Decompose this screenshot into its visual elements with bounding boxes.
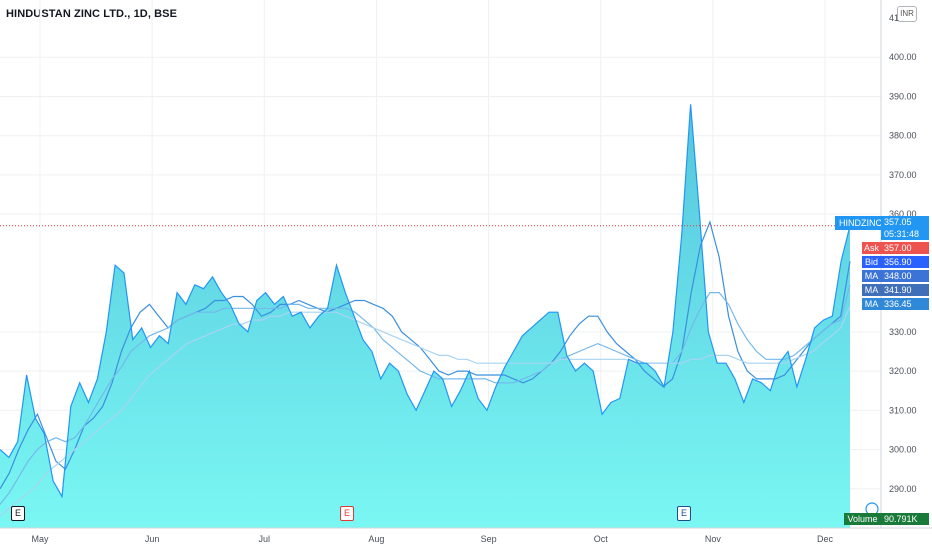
price-tick-label: 330.00 — [889, 327, 917, 337]
price-tick-label: 370.00 — [889, 170, 917, 180]
quote-value: 341.90 — [881, 284, 929, 296]
quote-value: 336.45 — [881, 298, 929, 310]
price-area — [0, 104, 850, 529]
price-tick-label: 380.00 — [889, 131, 917, 141]
time-tick-label: Jun — [145, 534, 160, 544]
earnings-marker-oct[interactable]: E — [677, 506, 691, 521]
price-tick-label: 310.00 — [889, 405, 917, 415]
ma-line-2 — [0, 285, 851, 505]
price-tick-label: 390.00 — [889, 91, 917, 101]
time-tick-label: Sep — [481, 534, 497, 544]
bar-countdown: 05:31:48 — [881, 228, 929, 240]
quote-tag-ma: MA — [862, 284, 881, 296]
chart-title: HINDUSTAN ZINC LTD., 1D, BSE — [6, 8, 178, 20]
last-price-label: 357.05 — [881, 216, 929, 228]
price-tick-label: 290.00 — [889, 484, 917, 494]
earnings-marker-aug[interactable]: E — [340, 506, 354, 521]
price-tick-label: 360.00 — [889, 209, 917, 219]
price-line — [0, 104, 851, 499]
time-tick-label: Dec — [817, 534, 834, 544]
time-tick-label: Aug — [368, 534, 384, 544]
quote-value: 357.00 — [881, 242, 929, 254]
quote-tag-ma: MA — [862, 298, 881, 310]
price-axis-labels: 400.00 390.00 380.00 370.00 360.00 330.00 320.… — [889, 13, 917, 494]
time-tick-label: Nov — [705, 534, 722, 544]
quote-tag-ma: MA — [862, 270, 881, 282]
time-tick-label: Jul — [259, 534, 271, 544]
currency-button[interactable]: INR — [897, 6, 917, 22]
price-tick-label: 320.00 — [889, 366, 917, 376]
quote-tag-bid: Bid — [862, 256, 881, 268]
time-tick-label: Oct — [594, 534, 609, 544]
price-tick-label: 300.00 — [889, 445, 917, 455]
volume-value: 90.791K — [881, 513, 929, 525]
volume-label: Volume — [844, 513, 881, 525]
ma-line-3 — [0, 306, 851, 517]
price-tick-label: 400.00 — [889, 52, 917, 62]
earnings-marker-may[interactable]: E — [11, 506, 25, 521]
time-axis-labels: May Jun Jul Aug Sep Oct Nov Dec — [31, 534, 833, 544]
price-tick-label-partial: 41 — [889, 13, 899, 23]
quote-value: 348.00 — [881, 270, 929, 282]
quote-value: 356.90 — [881, 256, 929, 268]
quote-tag-ask: Ask — [862, 242, 881, 254]
symbol-badge: HINDZINC — [835, 216, 886, 230]
time-tick-label: May — [31, 534, 49, 544]
